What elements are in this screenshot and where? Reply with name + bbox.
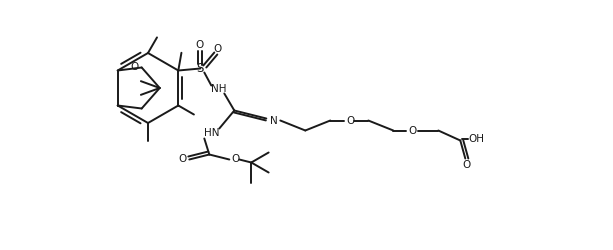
Text: O: O bbox=[213, 44, 221, 54]
Text: N: N bbox=[270, 116, 278, 126]
Text: O: O bbox=[131, 62, 139, 72]
Text: HN: HN bbox=[204, 128, 219, 138]
Text: O: O bbox=[231, 154, 240, 164]
Text: NH: NH bbox=[210, 84, 226, 94]
Text: O: O bbox=[178, 154, 186, 164]
Text: O: O bbox=[462, 160, 470, 170]
Text: O: O bbox=[408, 126, 416, 136]
Text: O: O bbox=[346, 116, 354, 126]
Text: O: O bbox=[195, 40, 204, 50]
Text: OH: OH bbox=[468, 134, 484, 143]
Text: S: S bbox=[197, 62, 204, 75]
